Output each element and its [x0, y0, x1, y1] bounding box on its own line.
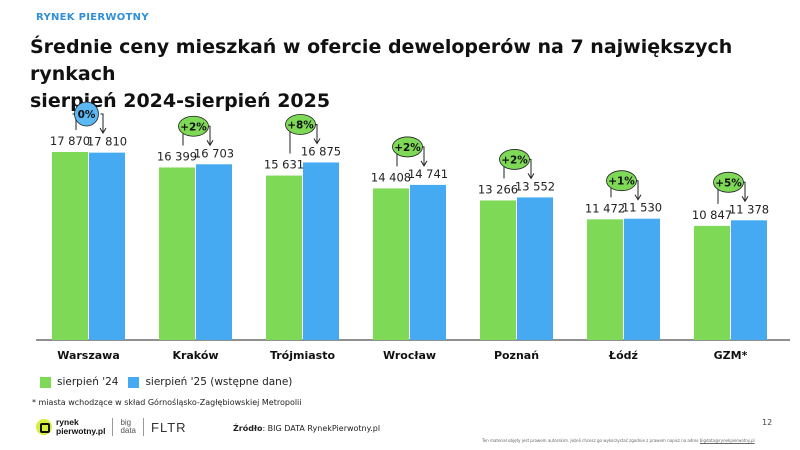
rynekpierwotny-logo-text: rynek pierwotny.pl	[56, 418, 105, 436]
legend-label-2025: sierpień '25 (wstępne dane)	[145, 376, 293, 388]
bar-2024-gzm	[694, 225, 730, 340]
change-badge-label-gzm: +5%	[715, 177, 742, 189]
bar-2024-wrocław	[373, 188, 409, 340]
legend-item-2024: sierpień '24	[40, 376, 118, 388]
change-arrowhead-trójmiasto	[313, 138, 321, 145]
fltr-logo: FLTR	[151, 419, 187, 435]
legend-swatch-2024	[40, 376, 51, 388]
copyright-disclaimer: Ten materiał objęty jest prawem autorski…	[482, 438, 755, 443]
logo-brand-line-1: rynek	[56, 417, 79, 427]
change-badge-label-wrocław: +2%	[394, 142, 421, 154]
change-badge-label-warszawa: 0%	[78, 109, 96, 121]
bar-2025-gzm	[731, 220, 767, 340]
source-text: : BIG DATA RynekPierwotny.pl	[262, 424, 381, 433]
change-badge-gzm	[713, 171, 744, 193]
logo-separator	[112, 418, 114, 436]
value-label-2024-trójmiasto: 15 631	[264, 158, 304, 172]
bar-2024-trójmiasto	[266, 175, 302, 340]
value-label-2024-wrocław: 14 408	[371, 170, 411, 184]
category-label-gzm: GZM*	[714, 349, 748, 362]
category-label-trójmiasto: Trójmiasto	[270, 349, 336, 362]
bar-2025-wrocław	[410, 184, 446, 340]
category-label-warszawa: Warszawa	[57, 349, 120, 362]
value-label-2024-gzm: 10 847	[692, 208, 732, 222]
page-title: Średnie ceny mieszkań w ofercie dewelope…	[30, 34, 790, 115]
logo-separator-2	[143, 418, 145, 436]
bar-2024-warszawa	[52, 152, 88, 340]
change-badge-label-łódź: +1%	[608, 176, 635, 188]
title-line-1: Średnie ceny mieszkań w ofercie dewelope…	[30, 36, 733, 85]
value-label-2025-łódź: 11 530	[622, 201, 662, 215]
section-tag: RYNEK PIERWOTNY	[36, 12, 149, 23]
value-label-2025-kraków: 16 703	[194, 146, 234, 160]
category-label-wrocław: Wrocław	[383, 349, 436, 362]
value-label-2024-warszawa: 17 870	[50, 134, 90, 148]
change-badge-łódź	[606, 170, 637, 192]
change-badge-trójmiasto	[285, 114, 316, 135]
disclaimer-text: Ten materiał objęty jest prawem autorski…	[482, 438, 700, 443]
category-label-łódź: Łódź	[608, 349, 638, 362]
logo-brand-line-2: pierwotny.pl	[56, 426, 106, 436]
bar-2024-poznań	[480, 200, 516, 340]
legend-label-2024: sierpień '24	[57, 376, 119, 388]
source-note: Źródło: BIG DATA RynekPierwotny.pl	[233, 424, 380, 433]
bigdata-logo: big data	[120, 419, 136, 435]
rynekpierwotny-logo-icon	[36, 419, 52, 435]
category-label-kraków: Kraków	[172, 349, 218, 362]
bigdata-logo-line-1: big	[120, 418, 132, 427]
footnote: * miasta wchodzące w skład Górnośląsko-Z…	[32, 398, 302, 407]
bar-2025-łódź	[624, 218, 660, 340]
value-label-2025-poznań: 13 552	[515, 179, 555, 193]
bigdata-logo-line-2: data	[120, 426, 137, 435]
change-arrowhead-warszawa	[99, 127, 107, 134]
change-badge-poznań	[499, 149, 530, 170]
change-arrowhead-gzm	[741, 196, 749, 203]
change-arrowhead-łódź	[634, 194, 642, 201]
disclaimer-email-link[interactable]: bigdata@rynekpierwotny.pl	[699, 438, 755, 443]
value-label-2024-kraków: 16 399	[157, 149, 197, 163]
value-label-2025-warszawa: 17 810	[87, 135, 127, 149]
change-badge-kraków	[178, 115, 209, 137]
legend-swatch-2025	[128, 376, 140, 388]
bar-2024-łódź	[587, 219, 623, 340]
change-arrowhead-kraków	[206, 140, 214, 147]
title-line-2: sierpień 2024-sierpień 2025	[30, 90, 331, 112]
legend-item-2025: sierpień '25 (wstępne dane)	[128, 376, 292, 388]
change-arrowhead-poznań	[527, 173, 535, 180]
bar-2025-warszawa	[89, 152, 125, 340]
change-badge-label-poznań: +2%	[501, 154, 528, 166]
value-label-2024-poznań: 13 266	[478, 182, 518, 196]
value-label-2025-gzm: 11 378	[729, 202, 769, 216]
footer-logos: rynek pierwotny.pl big data FLTR	[36, 418, 187, 436]
change-badge-warszawa	[74, 101, 99, 127]
bar-2025-poznań	[517, 197, 553, 340]
value-label-2025-wrocław: 14 741	[408, 167, 448, 181]
bar-2025-trójmiasto	[303, 162, 339, 340]
page-number: 12	[762, 418, 773, 427]
chart-legend: sierpień '24 sierpień '25 (wstępne dane)	[40, 376, 302, 388]
change-connector-right-warszawa	[100, 113, 104, 132]
value-label-2024-łódź: 11 472	[585, 201, 625, 215]
change-badge-wrocław	[392, 136, 423, 158]
change-badge-label-trójmiasto: +8%	[287, 119, 314, 131]
change-badge-label-kraków: +2%	[180, 121, 207, 133]
source-label: Źródło	[233, 424, 263, 433]
category-label-poznań: Poznań	[494, 349, 539, 362]
bar-2025-kraków	[196, 164, 232, 340]
change-arrowhead-wrocław	[420, 160, 428, 167]
value-label-2025-trójmiasto: 16 875	[301, 144, 341, 158]
bar-2024-kraków	[159, 167, 195, 340]
